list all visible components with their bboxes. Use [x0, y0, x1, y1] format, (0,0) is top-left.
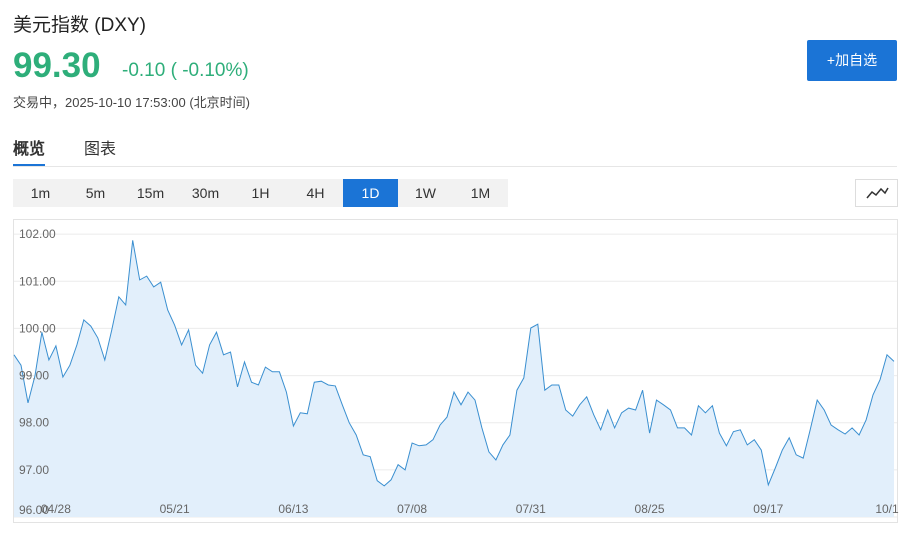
price: 99.30 — [13, 46, 101, 85]
x-tick-label: 09/17 — [753, 502, 783, 516]
x-tick-label: 08/25 — [635, 502, 665, 516]
y-tick-label: 98.00 — [19, 416, 49, 430]
add-watchlist-button[interactable]: +加自选 — [807, 40, 897, 81]
x-tick-label: 04/28 — [41, 502, 71, 516]
period-button[interactable]: 4H — [306, 185, 325, 201]
x-tick-label: 05/21 — [160, 502, 190, 516]
tab[interactable]: 概览 — [13, 135, 46, 167]
y-tick-label: 96.00 — [19, 503, 49, 517]
x-tick-label: 07/08 — [397, 502, 427, 516]
y-tick-label: 97.00 — [19, 463, 49, 477]
change: -0.10 ( -0.10%) — [122, 60, 249, 81]
period-button[interactable]: 1H — [251, 185, 270, 201]
period-button[interactable]: 1m — [30, 185, 51, 201]
title: 美元指数 (DXY) — [13, 15, 147, 36]
period-button[interactable]: 1W — [415, 185, 436, 201]
period-button[interactable]: 15m — [136, 185, 165, 201]
y-tick-label: 99.00 — [19, 369, 49, 383]
price-line — [13, 240, 895, 487]
period-button[interactable]: 1M — [470, 185, 491, 201]
x-tick-label: 07/31 — [516, 502, 546, 516]
y-tick-label: 100.00 — [19, 321, 56, 335]
period-bar: 1m 5m 15m 30m 1H 4H 1D 1W 1M — [13, 179, 508, 207]
y-tick-label: 102.00 — [19, 227, 56, 241]
period-button[interactable]: 5m — [85, 185, 106, 201]
chart-type-icon — [866, 187, 889, 199]
chart-type-button[interactable] — [855, 179, 898, 207]
y-tick-label: 101.00 — [19, 274, 56, 288]
x-tick-label: 10/1 — [875, 502, 899, 516]
status: 交易中，2025-10-10 17:53:00 (北京时间) — [13, 95, 250, 110]
divider — [13, 166, 897, 167]
area-fill — [14, 240, 894, 518]
tab[interactable]: 图表 — [84, 141, 117, 158]
period-button[interactable]: 30m — [191, 185, 220, 201]
chart-frame — [13, 219, 898, 523]
x-tick-label: 06/13 — [278, 502, 308, 516]
period-button[interactable]: 1D — [343, 179, 398, 207]
